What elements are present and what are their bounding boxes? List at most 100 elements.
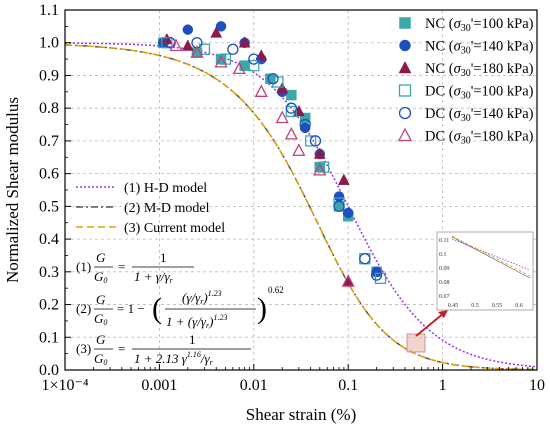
y-tick-label: 0.5 — [39, 198, 59, 215]
circle-marker — [309, 135, 322, 147]
triangle-marker — [169, 38, 183, 52]
y-tick-label: 0.0 — [39, 362, 59, 379]
y-tick-label: 0.9 — [39, 67, 59, 84]
inset-plot: 0.45 0.5 0.55 0.6 0.11 0.1 0.09 0.08 0.07 — [436, 231, 534, 311]
inset-y-tick: 0.09 — [439, 266, 450, 272]
square-marker — [248, 59, 260, 72]
circle-marker — [399, 39, 411, 52]
triangle-marker — [190, 45, 204, 58]
triangle-marker — [284, 126, 298, 140]
circle-marker — [299, 118, 311, 131]
inset-y-tick: 0.08 — [439, 280, 450, 286]
circle-marker — [299, 122, 311, 134]
eq1-den: 1 + γ/γr — [134, 269, 174, 285]
triangle-marker — [238, 36, 251, 48]
svg-text:=: = — [118, 341, 125, 356]
legend: NC (σ30'=100 kPa) NC (σ30'=140 kPa) NC (σ3… — [397, 16, 534, 147]
equation-3: (3) G G0 = 1 1 + 2.13 γ1.16/γr — [76, 332, 251, 367]
svg-text:1 + 2.13 γ1.16/γr: 1 + 2.13 γ1.16/γr — [134, 350, 214, 367]
triangle-marker — [341, 274, 355, 287]
equation-1: (1) G G0 = 1 1 + γ/γr — [76, 250, 194, 285]
triangle-marker — [214, 54, 228, 68]
circle-marker — [182, 24, 194, 35]
svg-text:1: 1 — [189, 332, 196, 347]
inset-hd-curve — [451, 238, 531, 271]
x-tick-label: 1×10⁻⁴ — [41, 377, 88, 394]
equation-3-prefix: (3) — [76, 341, 91, 356]
triangle-marker — [232, 61, 246, 75]
y-tick-label: 1.1 — [39, 2, 59, 19]
triangle-marker — [313, 162, 327, 176]
inset-y-tick: 0.11 — [439, 238, 449, 244]
equations: (1) G G0 = 1 1 + γ/γr (2) G G0 = 1 − ( (… — [76, 250, 284, 367]
triangle-marker — [275, 110, 289, 124]
circle-marker — [370, 269, 383, 281]
circle-marker — [248, 53, 260, 65]
svg-text:(γ/γr)1.23: (γ/γr)1.23 — [182, 289, 222, 306]
model-curve — [64, 44, 538, 371]
x-tick-label: 0.001 — [141, 377, 177, 394]
inset-x-tick: 0.45 — [448, 303, 459, 309]
square-marker — [304, 135, 317, 147]
square-marker — [198, 43, 211, 55]
circle-marker — [359, 253, 371, 265]
circle-marker — [227, 43, 239, 55]
y-axis-label: Normalized Shear modulus — [3, 97, 22, 283]
x-axis-label: Shear strain (%) — [246, 405, 356, 424]
circle-marker — [215, 21, 227, 32]
data-points — [158, 21, 387, 287]
y-tick-label: 0.7 — [39, 133, 59, 150]
circle-marker — [342, 207, 354, 219]
y-tick-label: 1.0 — [39, 35, 59, 52]
x-tick-label: 0.01 — [240, 377, 268, 394]
model-legend-label: (2) M-D model — [124, 201, 210, 216]
y-tick-label: 0.4 — [39, 231, 59, 248]
inset-x-tick: 0.55 — [492, 303, 503, 309]
grid — [65, 10, 537, 370]
equation-1-prefix: (1) — [76, 259, 91, 274]
svg-text:= 1 −: = 1 − — [117, 301, 145, 316]
x-tick-label: 1 — [439, 377, 447, 394]
triangle-marker — [313, 147, 326, 159]
model-legend: (1) H-D model (2) M-D model (3) Current mo… — [76, 181, 225, 236]
circle-marker — [333, 200, 345, 213]
y-tick-label: 0.8 — [39, 100, 59, 117]
square-marker — [398, 84, 412, 97]
svg-text:1 + (γ/γr)1.23: 1 + (γ/γr)1.23 — [166, 313, 227, 330]
equation-2-prefix: (2) — [76, 301, 91, 316]
model-legend-label: (1) H-D model — [124, 181, 207, 196]
square-marker — [286, 89, 297, 101]
inset-x-tick: 0.5 — [471, 303, 479, 309]
legend-label: NC (σ30'=140 kPa) — [425, 39, 534, 57]
equation-2: (2) G G0 = 1 − ( (γ/γr)1.23 1 + (γ/γr)1.… — [76, 285, 284, 330]
circle-marker — [267, 73, 279, 85]
inset-y-tick: 0.07 — [439, 294, 450, 300]
svg-text:G0: G0 — [94, 311, 107, 327]
circle-marker — [371, 266, 382, 278]
zoom-arrow — [415, 312, 445, 337]
svg-text:G: G — [96, 292, 106, 307]
square-marker — [374, 272, 387, 285]
eq1-g0: G0 — [94, 269, 107, 285]
triangle-marker — [337, 173, 350, 185]
zoom-region — [406, 333, 426, 353]
triangle-marker — [181, 39, 194, 51]
svg-text:(: ( — [152, 292, 162, 325]
eq1-g: G — [96, 250, 106, 265]
y-tick-label: 0.6 — [39, 166, 59, 183]
y-tick-label: 0.2 — [39, 297, 59, 314]
circle-marker — [285, 102, 298, 114]
zoom-arrowhead — [438, 310, 448, 318]
square-marker — [285, 105, 298, 118]
inset-y-tick: 0.1 — [439, 252, 447, 258]
legend-label: DC (σ30'=180 kPa) — [425, 129, 534, 147]
triangle-marker — [398, 60, 412, 74]
model-curves — [64, 42, 538, 371]
circle-marker — [398, 106, 412, 120]
triangle-marker — [276, 82, 289, 94]
svg-text:G0: G0 — [94, 351, 107, 367]
axis-ticks: 1×10⁻⁴ 0.001 0.01 0.1 1 100.00.10.20.30.40.50… — [39, 2, 545, 394]
legend-label: NC (σ30'=100 kPa) — [425, 16, 534, 34]
square-marker — [239, 60, 250, 71]
triangle-marker — [254, 84, 268, 97]
